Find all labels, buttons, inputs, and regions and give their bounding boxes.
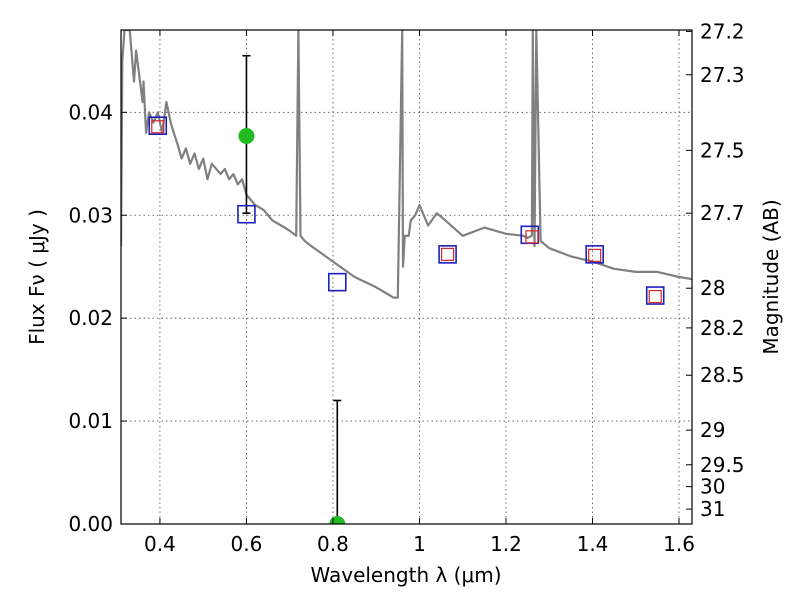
x-tick-label: 1.6 — [663, 532, 695, 556]
mag-tick-label: 30 — [700, 475, 725, 499]
model-photometry-marker — [148, 116, 168, 136]
x-tick-label: 0.6 — [231, 532, 263, 556]
spectrum-line — [121, 30, 692, 299]
plot-frame — [120, 29, 693, 525]
y2-axis-label: Magnitude (AB) — [759, 199, 783, 354]
detection-point — [238, 128, 255, 145]
model-photometry-marker — [237, 204, 256, 224]
model-photometry-marker — [585, 245, 604, 264]
observed-photometry-marker — [440, 247, 455, 261]
observed-photometry-marker — [151, 120, 165, 134]
mag-tick-label: 29 — [700, 418, 725, 442]
y-axis-label: Flux Fν ( μJy ) — [25, 209, 49, 345]
model-photometry-marker — [645, 286, 665, 305]
model-photometry-marker — [438, 245, 457, 264]
observed-photometry-marker — [648, 289, 662, 304]
x-tick-label: 1 — [413, 532, 426, 556]
x-tick-label: 1.4 — [577, 532, 609, 556]
model-photometry-marker — [327, 272, 347, 292]
mag-tick-label: 27.3 — [700, 63, 745, 87]
mag-tick-label: 28 — [700, 276, 725, 300]
grid — [121, 30, 692, 525]
axis-labels: Wavelength λ (μm) Flux Fν ( μJy ) Magnit… — [25, 199, 783, 587]
plot-data — [121, 30, 692, 524]
x-tick-label: 0.4 — [144, 532, 176, 556]
y-tick-label: 0.03 — [68, 203, 113, 227]
y-tick-label: 0.02 — [68, 306, 113, 330]
y-tick-label: 0.04 — [68, 100, 113, 124]
observed-photometry-marker — [588, 248, 602, 262]
x-tick-label: 0.8 — [317, 532, 349, 556]
detection-point — [329, 516, 346, 524]
mag-tick-label: 28.5 — [700, 363, 745, 387]
mag-tick-label: 27.5 — [700, 138, 745, 162]
mag-tick-label: 29.5 — [700, 453, 745, 477]
axis-ticks: 0.4 0.6 0.8 1 1.2 1.4 1.6 0.00 0.01 0.02 0.03 0.04 2… — [68, 19, 744, 556]
mag-tick-label: 31 — [700, 497, 725, 521]
x-axis-label: Wavelength λ (μm) — [310, 563, 501, 587]
observed-photometry-marker — [525, 230, 539, 244]
y-tick-label: 0.01 — [68, 409, 113, 433]
mag-tick-label: 28.2 — [700, 316, 745, 340]
x-tick-label: 1.2 — [490, 532, 522, 556]
y-tick-label: 0.00 — [68, 512, 113, 536]
mag-tick-label: 27.7 — [700, 201, 745, 225]
mag-tick-label: 27.2 — [700, 19, 745, 43]
